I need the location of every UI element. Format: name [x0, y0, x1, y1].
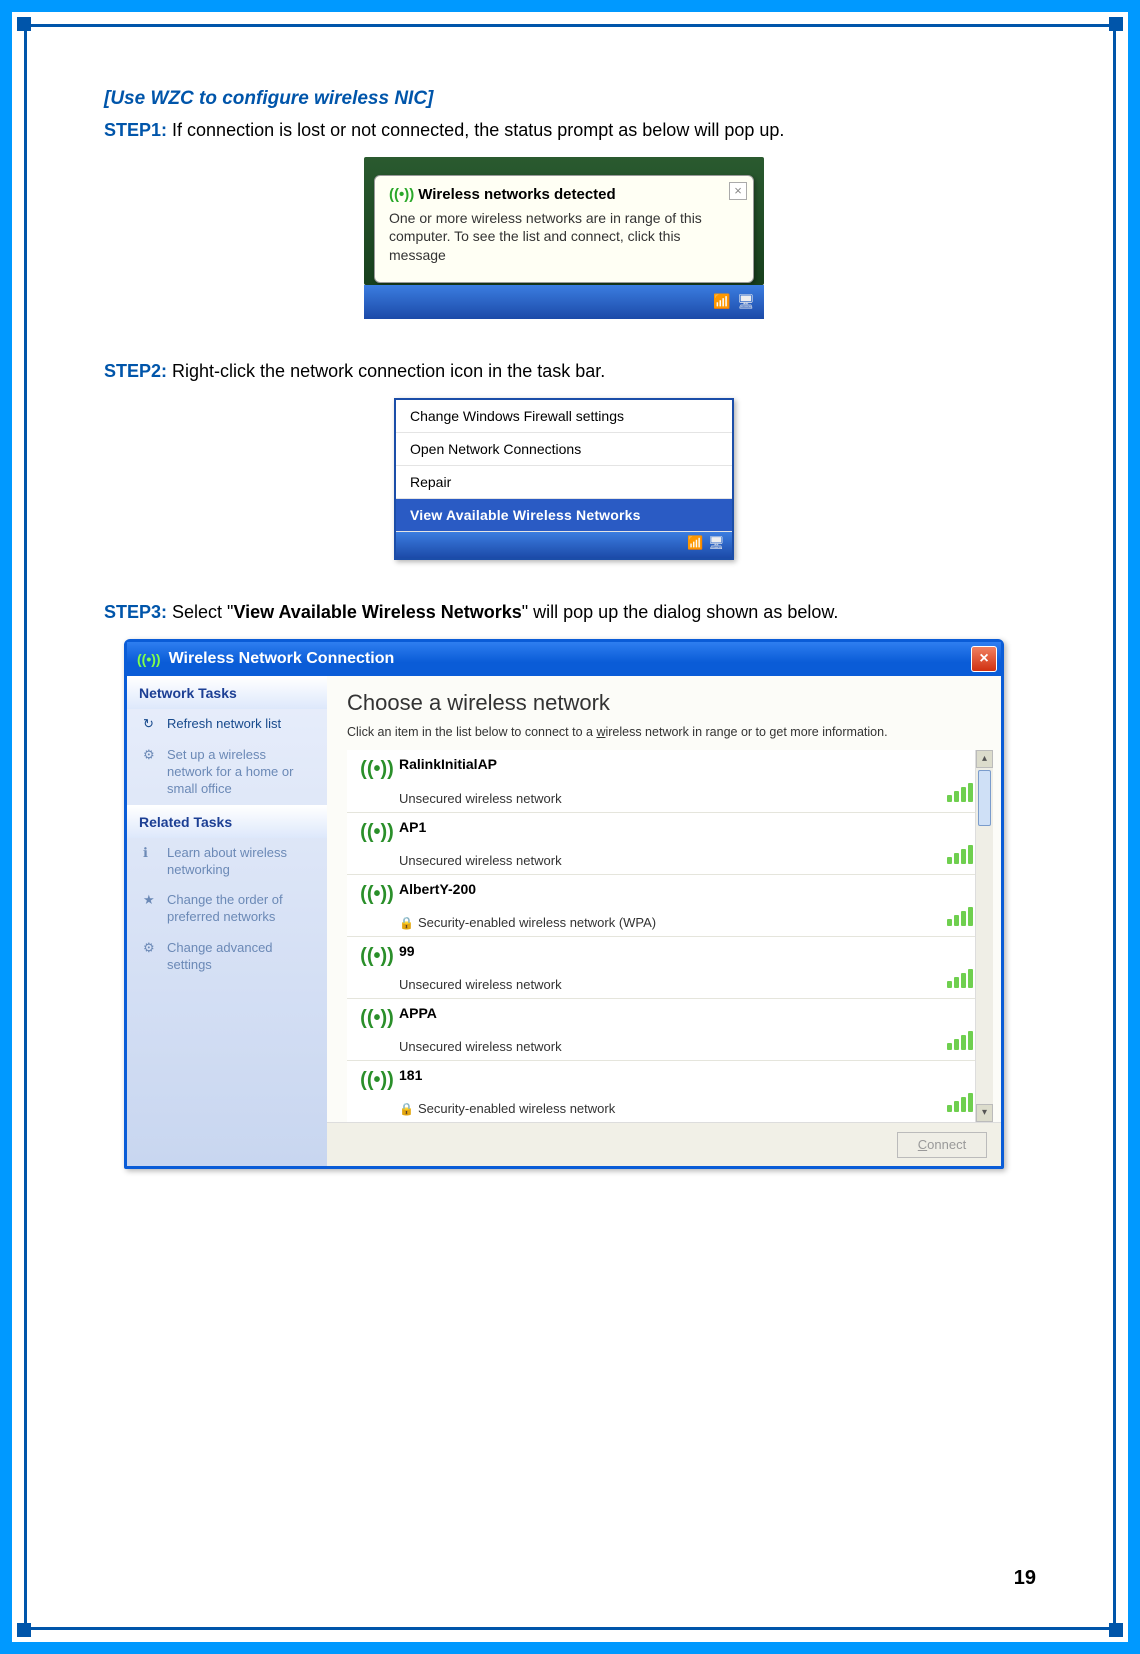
- ctx-menu-item[interactable]: Change Windows Firewall settings: [396, 400, 732, 433]
- network-row[interactable]: ((•))RalinkInitialAP Unsecured wireless n…: [347, 750, 993, 812]
- step1-line: STEP1: If connection is lost or not conn…: [104, 118, 1024, 143]
- network-desc: 🔒Security-enabled wireless network (WPA): [399, 915, 941, 930]
- wireless-icon: ((•)): [355, 943, 399, 992]
- star-icon: ★: [143, 892, 159, 926]
- refresh-icon: ↻: [143, 716, 159, 733]
- tray-network-icon[interactable]: 📶: [687, 535, 705, 551]
- corner-decor: [17, 17, 31, 31]
- window-titlebar: ((•)) Wireless Network Connection ×: [127, 642, 1001, 676]
- lock-icon: 🔒: [399, 1102, 414, 1116]
- step3-text-a: Select ": [167, 602, 233, 622]
- main-subtitle: Click an item in the list below to conne…: [327, 720, 1001, 750]
- wireless-icon: ((•)): [355, 1005, 399, 1054]
- connect-button[interactable]: Connect: [897, 1132, 987, 1158]
- network-name: AlbertY-200: [399, 881, 941, 897]
- taskbar: 📶🖥: [396, 532, 732, 558]
- main-pane: Choose a wireless network Click an item …: [327, 676, 1001, 1166]
- corner-decor: [1109, 1623, 1123, 1637]
- section-heading: [Use WZC to configure wireless NIC]: [104, 88, 1024, 110]
- sidebar-item-label: Change advanced settings: [167, 940, 315, 974]
- balloon-text: One or more wireless networks are in ran…: [389, 209, 739, 264]
- sidebar-item-advanced[interactable]: ⚙ Change advanced settings: [127, 933, 327, 981]
- step2-line: STEP2: Right-click the network connectio…: [104, 359, 1024, 384]
- wireless-connection-window: ((•)) Wireless Network Connection × Netw…: [124, 639, 1004, 1169]
- main-title: Choose a wireless network: [327, 676, 1001, 720]
- sidebar-item-learn[interactable]: ℹ Learn about wireless networking: [127, 838, 327, 886]
- scroll-up-icon[interactable]: ▴: [976, 750, 993, 768]
- network-desc: Unsecured wireless network: [399, 977, 941, 992]
- sidebar-item-label: Set up a wireless network for a home or …: [167, 747, 315, 798]
- sub-b: ireless network in range or to get more …: [605, 725, 887, 739]
- taskbar: 📶 🖥: [364, 285, 764, 319]
- balloon-title: Wireless networks detected: [418, 186, 615, 203]
- network-name: AP1: [399, 819, 941, 835]
- network-desc: Unsecured wireless network: [399, 1039, 941, 1054]
- wireless-icon: ((•)): [355, 756, 399, 806]
- close-button[interactable]: ×: [971, 646, 997, 672]
- network-name: RalinkInitialAP: [399, 756, 941, 772]
- ctx-menu-item[interactable]: Repair: [396, 466, 732, 499]
- connect-u: C: [918, 1137, 927, 1152]
- network-row[interactable]: ((•))AP1 Unsecured wireless network: [347, 812, 993, 874]
- network-name: 99: [399, 943, 941, 959]
- network-name: 181: [399, 1067, 941, 1083]
- sidebar-item-order[interactable]: ★ Change the order of preferred networks: [127, 885, 327, 933]
- wireless-icon: ((•)): [137, 651, 161, 667]
- network-row[interactable]: ((•))APPA Unsecured wireless network: [347, 998, 993, 1060]
- network-desc: Unsecured wireless network: [399, 791, 941, 806]
- corner-decor: [17, 1623, 31, 1637]
- step3-label: STEP3:: [104, 602, 167, 622]
- lock-icon: 🔒: [399, 916, 414, 930]
- network-row[interactable]: ((•))AlbertY-200 🔒Security-enabled wirele…: [347, 874, 993, 936]
- sidebar-header: Network Tasks: [127, 677, 327, 709]
- notification-balloon[interactable]: × ((•))Wireless networks detected One or…: [374, 175, 754, 283]
- ctx-menu-item-highlighted[interactable]: View Available Wireless Networks: [396, 499, 732, 532]
- connect-rest: onnect: [927, 1137, 966, 1152]
- step1-label: STEP1:: [104, 120, 167, 140]
- sidebar-item-setup[interactable]: ⚙ Set up a wireless network for a home o…: [127, 740, 327, 805]
- network-name: APPA: [399, 1005, 941, 1021]
- wireless-icon: ((•)): [355, 881, 399, 930]
- corner-decor: [1109, 17, 1123, 31]
- sidebar: Network Tasks ↻ Refresh network list ⚙ S…: [127, 676, 327, 1166]
- tray-icon[interactable]: 🖥: [708, 535, 726, 551]
- step3-bold: View Available Wireless Networks: [233, 602, 521, 622]
- network-row[interactable]: ((•))181 🔒Security-enabled wireless netwo…: [347, 1060, 993, 1122]
- step2-label: STEP2:: [104, 361, 167, 381]
- wireless-icon: ((•)): [355, 1067, 399, 1116]
- close-icon[interactable]: ×: [729, 182, 747, 200]
- scroll-thumb[interactable]: [978, 770, 991, 826]
- sidebar-item-refresh[interactable]: ↻ Refresh network list: [127, 709, 327, 740]
- step1-text: If connection is lost or not connected, …: [167, 120, 784, 140]
- notification-screenshot: × ((•))Wireless networks detected One or…: [364, 157, 764, 319]
- page-number: 19: [1014, 1567, 1036, 1590]
- window-title: Wireless Network Connection: [169, 650, 971, 668]
- sidebar-header: Related Tasks: [127, 806, 327, 838]
- step3-text-b: " will pop up the dialog shown as below.: [522, 602, 839, 622]
- sidebar-item-label: Refresh network list: [167, 716, 281, 733]
- context-menu-screenshot: Change Windows Firewall settings Open Ne…: [394, 398, 734, 560]
- scrollbar[interactable]: ▴ ▾: [975, 750, 993, 1122]
- sidebar-item-label: Learn about wireless networking: [167, 845, 315, 879]
- network-desc: 🔒Security-enabled wireless network: [399, 1101, 941, 1116]
- sidebar-item-label: Change the order of preferred networks: [167, 892, 315, 926]
- ctx-menu-item[interactable]: Open Network Connections: [396, 433, 732, 466]
- network-desc: Unsecured wireless network: [399, 853, 941, 868]
- step2-text: Right-click the network connection icon …: [167, 361, 605, 381]
- info-icon: ℹ: [143, 845, 159, 879]
- setup-icon: ⚙: [143, 747, 159, 798]
- window-footer: Connect: [327, 1122, 1001, 1166]
- tray-icon[interactable]: 🖥: [736, 293, 756, 311]
- network-list: ((•))RalinkInitialAPUnsecured wireless n…: [347, 750, 993, 1122]
- gear-icon: ⚙: [143, 940, 159, 974]
- network-row[interactable]: ((•))99 Unsecured wireless network: [347, 936, 993, 998]
- scroll-down-icon[interactable]: ▾: [976, 1104, 993, 1122]
- tray-network-icon[interactable]: 📶: [712, 293, 732, 311]
- step3-line: STEP3: Select "View Available Wireless N…: [104, 600, 1024, 625]
- wireless-icon: ((•)): [389, 186, 414, 203]
- sub-a: Click an item in the list below to conne…: [347, 725, 596, 739]
- wireless-icon: ((•)): [355, 819, 399, 868]
